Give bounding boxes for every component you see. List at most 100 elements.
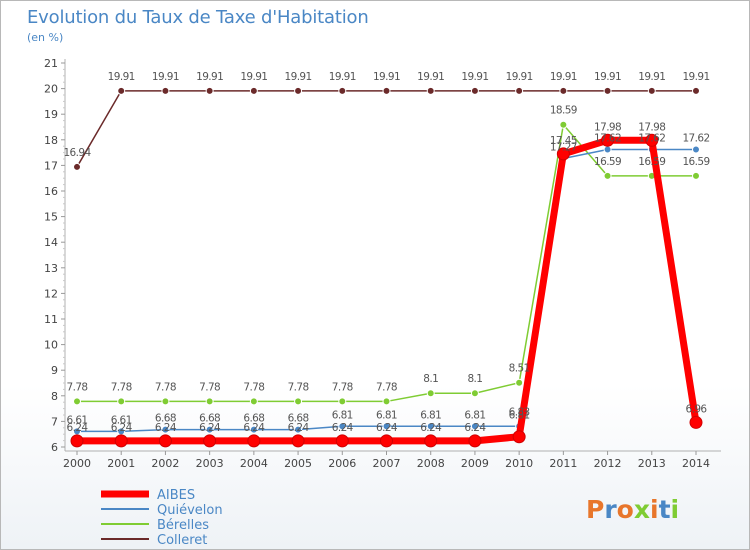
data-point-colleret (294, 86, 303, 95)
data-point-bérelles (470, 389, 479, 398)
data-point-quiévelon (382, 422, 391, 431)
legend-label-quiévelon: Quiévelon (157, 503, 223, 518)
data-label: 6.83 (509, 406, 530, 418)
data-point-aibes (424, 434, 438, 448)
data-point-bérelles (338, 397, 347, 406)
chart-title: Evolution du Taux de Taxe d'Habitation (27, 7, 369, 28)
data-point-bérelles (603, 171, 612, 180)
data-point-aibes (645, 133, 659, 147)
x-tick-label: 2006 (328, 457, 356, 470)
x-tick-label: 2008 (417, 457, 445, 470)
data-label: 18.59 (550, 105, 577, 117)
data-point-bérelles (161, 397, 170, 406)
y-tick-label: 7 (51, 415, 58, 428)
data-point-bérelles (426, 389, 435, 398)
data-label: 19.91 (550, 71, 577, 83)
data-point-aibes (158, 434, 172, 448)
y-tick-label: 8 (51, 390, 58, 403)
data-point-quiévelon (249, 425, 258, 434)
data-label: 8.1 (467, 373, 482, 385)
data-label: 19.91 (108, 71, 135, 83)
data-point-colleret (647, 86, 656, 95)
data-label: 19.91 (196, 71, 223, 83)
data-label: 6.61 (67, 414, 88, 426)
data-point-colleret (603, 86, 612, 95)
data-label: 8.51 (509, 363, 530, 375)
x-tick-label: 2003 (196, 457, 224, 470)
data-point-bérelles (382, 397, 391, 406)
data-point-bérelles (249, 397, 258, 406)
data-label: 19.91 (461, 71, 488, 83)
series-line-aibes (77, 136, 700, 445)
legend-label-aibes: AIBES (157, 488, 195, 503)
data-label: 6.81 (332, 409, 353, 421)
y-tick-label: 12 (44, 287, 58, 300)
data-label: 19.91 (240, 71, 267, 83)
data-label: 6.81 (464, 409, 485, 421)
y-tick-label: 21 (44, 57, 58, 70)
data-point-aibes (335, 434, 349, 448)
data-point-aibes (247, 434, 261, 448)
data-label: 6.81 (420, 409, 441, 421)
data-label: 19.91 (638, 71, 665, 83)
data-label: 6.61 (111, 414, 132, 426)
data-point-aibes (468, 434, 482, 448)
x-tick-label: 2011 (549, 457, 577, 470)
data-label: 6.81 (376, 409, 397, 421)
data-point-quiévelon (205, 425, 214, 434)
data-point-aibes (291, 434, 305, 448)
x-tick-label: 2010 (505, 457, 533, 470)
data-label: 6.24 (67, 422, 89, 434)
data-point-bérelles (205, 397, 214, 406)
data-point-quiévelon (426, 422, 435, 431)
data-point-bérelles (294, 397, 303, 406)
data-label: 19.91 (152, 71, 179, 83)
data-label: 6.81 (509, 409, 530, 421)
data-point-colleret (559, 86, 568, 95)
legend-label-colleret: Colleret (157, 533, 207, 548)
x-tick-label: 2013 (638, 457, 666, 470)
data-point-colleret (73, 162, 81, 171)
data-point-colleret (382, 86, 391, 95)
data-label: 17.98 (594, 121, 621, 133)
y-tick-label: 19 (44, 108, 58, 121)
data-point-bérelles (117, 397, 126, 406)
data-label: 17.62 (682, 133, 709, 145)
data-label: 17.62 (594, 133, 621, 145)
data-point-colleret (117, 86, 126, 95)
data-point-colleret (205, 86, 214, 95)
x-tick-label: 2002 (151, 457, 179, 470)
data-label: 7.78 (155, 381, 176, 393)
x-tick-label: 2004 (240, 457, 268, 470)
data-label: 16.94 (63, 147, 91, 159)
data-point-colleret (161, 86, 170, 95)
data-point-aibes (556, 147, 570, 161)
data-label: 7.78 (243, 381, 264, 393)
y-tick-label: 20 (44, 83, 58, 96)
y-tick-label: 9 (51, 364, 58, 377)
data-label: 19.91 (594, 71, 621, 83)
data-label: 19.91 (285, 71, 312, 83)
y-tick-label: 11 (44, 313, 58, 326)
x-tick-label: 2001 (107, 457, 135, 470)
data-label: 6.24 (288, 422, 310, 434)
data-point-aibes (689, 415, 703, 429)
data-point-quiévelon (338, 422, 347, 431)
data-label: 7.78 (67, 381, 88, 393)
y-tick-label: 16 (44, 185, 58, 198)
data-label: 19.91 (417, 71, 444, 83)
data-point-quiévelon (470, 422, 479, 431)
data-point-aibes (601, 133, 615, 147)
x-tick-label: 2014 (682, 457, 710, 470)
data-point-aibes (512, 430, 526, 444)
y-tick-label: 15 (44, 211, 58, 224)
data-label: 6.24 (332, 422, 354, 434)
data-label: 6.68 (243, 413, 264, 425)
data-label: 16.59 (682, 156, 709, 168)
data-label: 7.78 (332, 381, 353, 393)
data-label: 7.78 (288, 381, 309, 393)
data-point-bérelles (73, 397, 81, 406)
data-label: 6.24 (199, 422, 221, 434)
x-tick-label: 2007 (373, 457, 401, 470)
